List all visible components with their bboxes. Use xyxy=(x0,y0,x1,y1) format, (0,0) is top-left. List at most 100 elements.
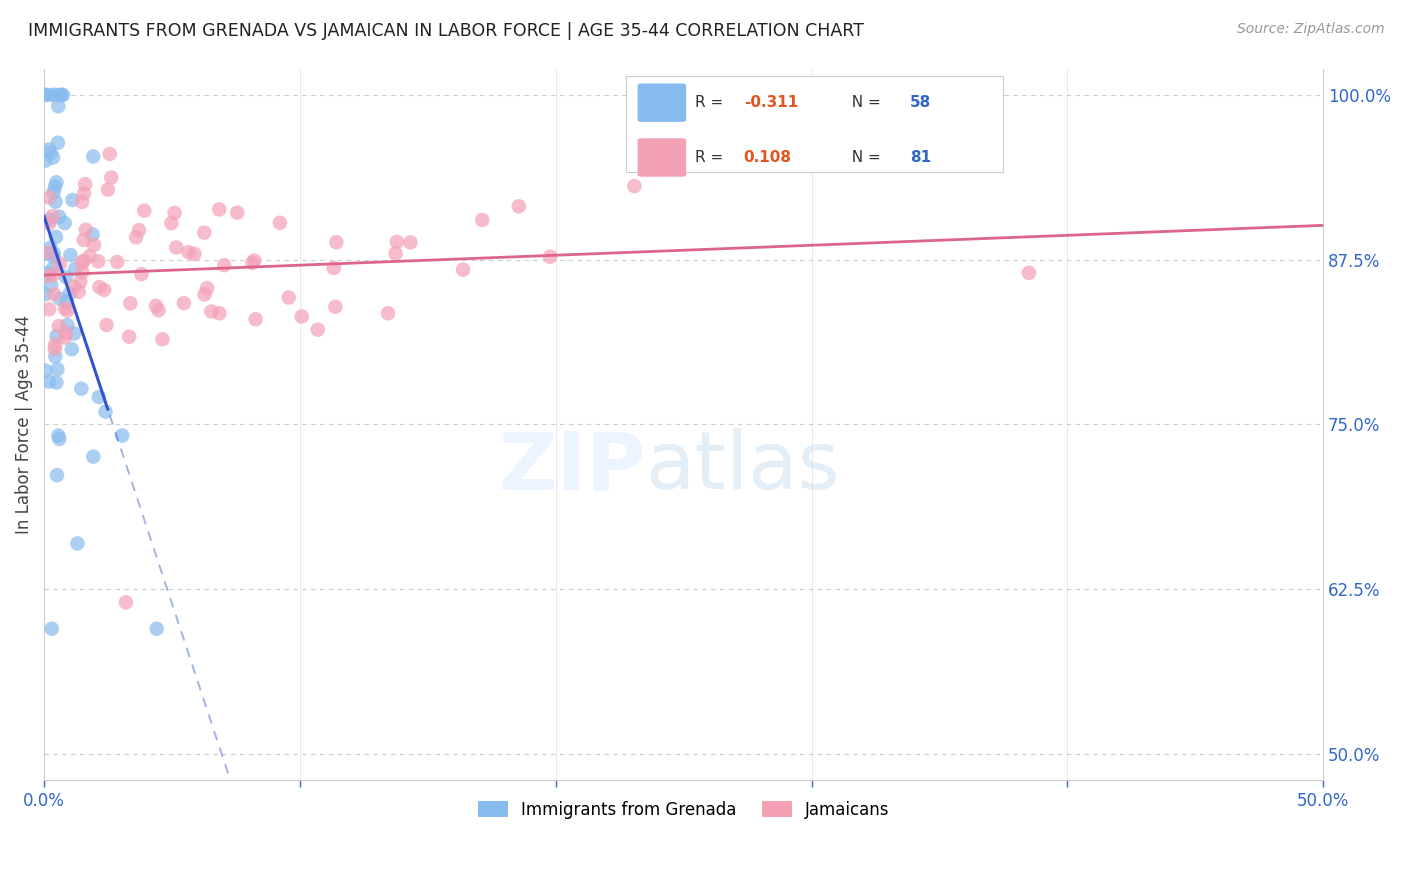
Point xyxy=(200,304,222,318)
Point xyxy=(82,450,104,464)
Point xyxy=(70,194,93,209)
Text: N =: N = xyxy=(842,95,886,111)
Point xyxy=(53,216,76,230)
Point xyxy=(55,270,77,285)
Point xyxy=(72,265,94,279)
Point xyxy=(111,428,134,442)
Point xyxy=(66,536,89,550)
Point xyxy=(212,258,235,272)
Point xyxy=(34,87,56,102)
Point xyxy=(49,87,72,102)
Text: 58: 58 xyxy=(910,95,931,111)
Point xyxy=(59,248,82,262)
Point xyxy=(322,260,344,275)
Point xyxy=(195,281,218,295)
Text: atlas: atlas xyxy=(645,428,839,506)
Point xyxy=(399,235,422,250)
Point xyxy=(55,326,77,340)
Point xyxy=(94,404,117,418)
Point xyxy=(79,249,101,263)
Point xyxy=(208,202,231,217)
Point xyxy=(97,183,120,197)
Point xyxy=(42,268,65,282)
Point xyxy=(39,278,62,293)
Point xyxy=(291,310,314,324)
Point xyxy=(384,246,406,260)
Text: N =: N = xyxy=(842,150,886,165)
Point xyxy=(42,287,65,301)
Point xyxy=(45,175,67,189)
Text: -0.311: -0.311 xyxy=(744,95,799,111)
Point xyxy=(243,253,266,268)
Point xyxy=(73,233,96,247)
Point xyxy=(48,210,70,224)
Point xyxy=(52,87,75,102)
Point xyxy=(48,432,70,446)
Point xyxy=(72,256,94,270)
Point xyxy=(63,261,86,276)
Text: R =: R = xyxy=(695,150,728,165)
Point xyxy=(75,177,97,191)
Point xyxy=(67,285,90,299)
Point xyxy=(193,287,215,301)
Point xyxy=(38,217,60,231)
Point xyxy=(98,147,121,161)
Point xyxy=(245,312,267,326)
Text: R =: R = xyxy=(695,95,728,111)
Point xyxy=(70,382,93,396)
Point xyxy=(46,99,69,113)
Point xyxy=(145,299,167,313)
Point xyxy=(177,245,200,260)
Point xyxy=(73,186,96,201)
Point xyxy=(63,280,86,294)
Point xyxy=(1018,266,1040,280)
Text: Source: ZipAtlas.com: Source: ZipAtlas.com xyxy=(1237,22,1385,37)
Point xyxy=(34,153,56,168)
Point xyxy=(87,254,110,268)
Point xyxy=(53,301,76,316)
Text: 0.108: 0.108 xyxy=(744,150,792,165)
Point xyxy=(226,205,249,219)
Point xyxy=(451,262,474,277)
Point xyxy=(42,246,65,260)
Point xyxy=(163,206,186,220)
Point xyxy=(34,363,56,377)
Point xyxy=(100,170,122,185)
Point xyxy=(105,255,128,269)
Point xyxy=(46,362,69,376)
Point xyxy=(160,216,183,230)
Point xyxy=(39,145,62,160)
Point xyxy=(269,216,291,230)
Point xyxy=(277,291,299,305)
Point xyxy=(96,318,118,332)
Point xyxy=(193,226,215,240)
Text: IMMIGRANTS FROM GRENADA VS JAMAICAN IN LABOR FORCE | AGE 35-44 CORRELATION CHART: IMMIGRANTS FROM GRENADA VS JAMAICAN IN L… xyxy=(28,22,865,40)
Point xyxy=(59,285,82,300)
Point xyxy=(53,330,76,344)
Point xyxy=(35,246,58,260)
Point xyxy=(49,257,72,271)
Point xyxy=(93,283,115,297)
Text: ZIP: ZIP xyxy=(498,428,645,506)
Point xyxy=(325,235,347,250)
Point xyxy=(56,303,79,318)
Point xyxy=(45,230,67,244)
Point xyxy=(56,318,79,333)
FancyBboxPatch shape xyxy=(637,138,686,177)
Point xyxy=(48,318,70,333)
Point xyxy=(377,306,399,320)
Point xyxy=(44,179,66,194)
Point xyxy=(42,151,65,165)
Point xyxy=(55,294,77,309)
Point xyxy=(385,235,408,249)
Point xyxy=(115,595,138,609)
Point xyxy=(46,428,69,442)
Point xyxy=(44,87,66,102)
Point xyxy=(120,296,142,310)
Point xyxy=(38,302,60,317)
Point xyxy=(44,337,66,351)
Point xyxy=(49,292,72,306)
Point xyxy=(38,245,60,260)
Point xyxy=(38,143,60,157)
Point xyxy=(75,223,97,237)
